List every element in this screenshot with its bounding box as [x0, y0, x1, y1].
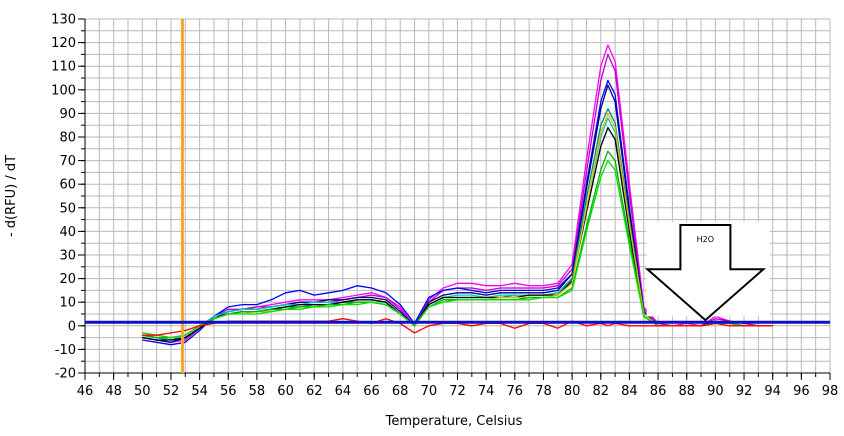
x-tick-label: 92: [736, 384, 753, 399]
x-tick-label: 64: [335, 384, 352, 399]
x-tick-label: 80: [564, 384, 581, 399]
x-tick-label: 52: [163, 384, 180, 399]
x-tick-label: 46: [77, 384, 94, 399]
y-tick-label: 60: [59, 178, 76, 193]
y-tick-label: 20: [59, 272, 76, 287]
x-tick-label: 58: [249, 384, 266, 399]
y-tick-label: -20: [55, 367, 76, 382]
x-tick-label: 54: [191, 384, 208, 399]
y-tick-label: 40: [59, 225, 76, 240]
y-axis-label: - d(RFU) / dT: [4, 155, 19, 237]
x-tick-label: 82: [592, 384, 609, 399]
y-tick-label: 130: [51, 13, 76, 28]
y-tick-label: 0: [68, 319, 76, 334]
x-tick-label: 50: [134, 384, 151, 399]
x-tick-label: 96: [793, 384, 810, 399]
x-tick-label: 98: [822, 384, 839, 399]
x-tick-label: 68: [392, 384, 409, 399]
x-tick-label: 56: [220, 384, 237, 399]
series-lines: [142, 44, 773, 346]
x-tick-label: 62: [306, 384, 323, 399]
y-tick-label: 100: [51, 83, 76, 98]
x-axis-label: Temperature, Celsius: [385, 414, 523, 429]
axes: 46 48 50 52 54 56 58 60 62 64 66 68 70 72 74 76 78 80 82 84…: [51, 13, 838, 400]
x-tick-label: 74: [478, 384, 495, 399]
x-tick-label: 88: [678, 384, 695, 399]
x-tick-label: 86: [650, 384, 667, 399]
x-tick-label: 84: [621, 384, 638, 399]
x-tick-label: 76: [507, 384, 524, 399]
x-tick-label: 78: [535, 384, 552, 399]
y-tick-label: 50: [59, 201, 76, 216]
y-tick-label: 90: [59, 107, 76, 122]
annotation-label: H2O: [697, 235, 714, 244]
series-line-magenta: [142, 53, 773, 341]
down-arrow-icon: [644, 224, 767, 322]
y-tick-label: 30: [59, 249, 76, 264]
y-tick-label: 120: [51, 36, 76, 51]
gridlines: [84, 18, 831, 374]
y-tick-label: 110: [51, 60, 76, 75]
y-tick-label: -10: [55, 343, 76, 358]
y-tick-label: 70: [59, 154, 76, 169]
x-tick-label: 90: [707, 384, 724, 399]
y-tick-label: 10: [59, 296, 76, 311]
y-tick-label: 80: [59, 131, 76, 146]
x-tick-label: 60: [277, 384, 294, 399]
x-tick-label: 70: [421, 384, 438, 399]
x-tick-label: 72: [449, 384, 466, 399]
x-tick-label: 48: [105, 384, 122, 399]
x-tick-label: 66: [363, 384, 380, 399]
overlay-annotations: H2O: [85, 19, 830, 373]
x-tick-label: 94: [764, 384, 781, 399]
